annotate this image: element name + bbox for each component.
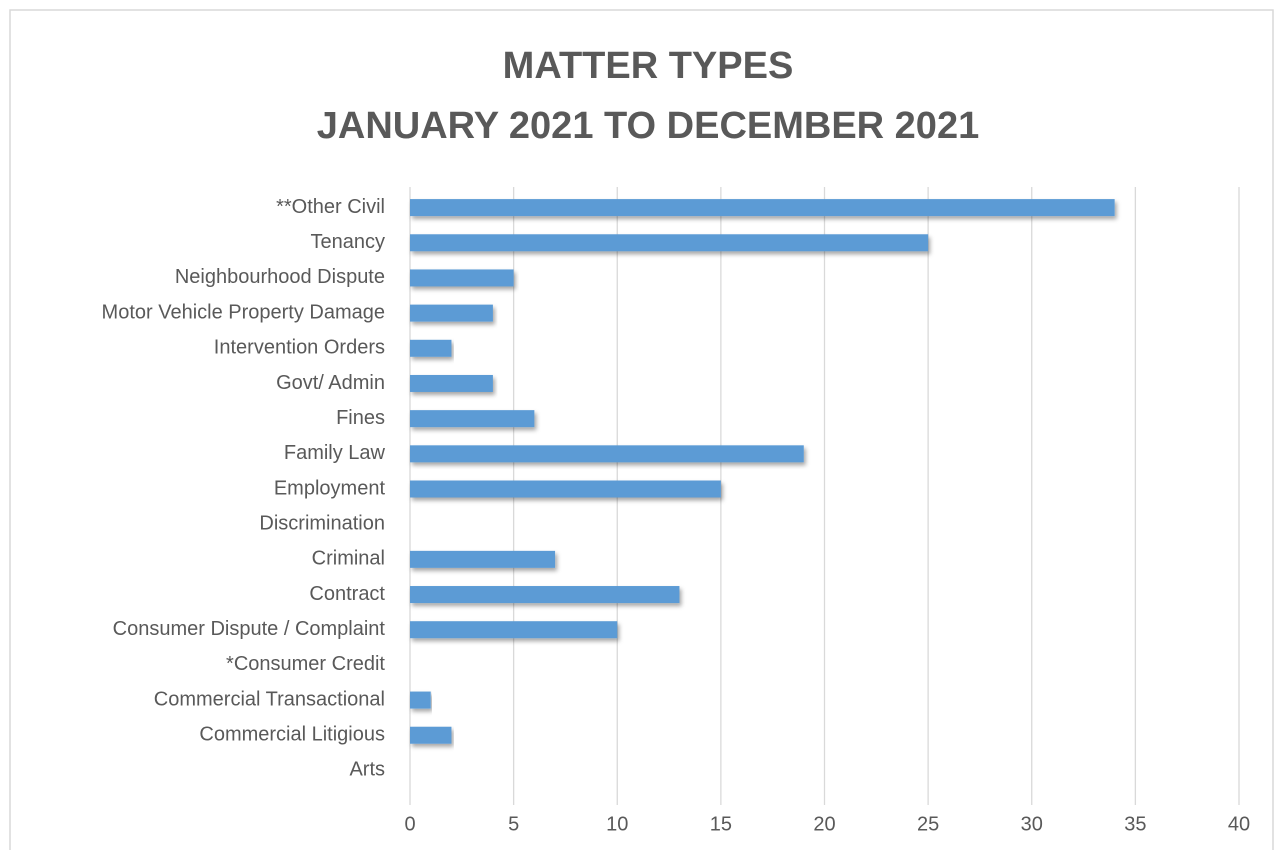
y-tick-label: Discrimination [259, 512, 385, 534]
bar [410, 199, 1115, 217]
x-tick-label: 35 [1124, 813, 1146, 835]
chart-subtitle: JANUARY 2021 TO DECEMBER 2021 [317, 105, 979, 147]
bar [410, 445, 804, 463]
x-tick-label: 15 [710, 813, 732, 835]
bar [410, 304, 493, 322]
chart-title: MATTER TYPES [503, 45, 794, 87]
y-tick-label: Family Law [284, 442, 386, 464]
x-tick-label: 10 [606, 813, 628, 835]
bar [410, 480, 721, 498]
x-tick-label: 25 [917, 813, 939, 835]
y-tick-label: *Consumer Credit [226, 653, 385, 675]
y-tick-label: Commercial Transactional [154, 688, 385, 710]
bar [410, 550, 556, 568]
bar [410, 691, 431, 709]
chart-border [9, 9, 1274, 850]
y-tick-label: Arts [349, 759, 385, 781]
x-tick-label: 20 [813, 813, 835, 835]
y-tick-label: Neighbourhood Dispute [175, 266, 385, 288]
bar [410, 410, 535, 428]
bar [410, 726, 452, 744]
y-tick-label: Intervention Orders [214, 337, 385, 359]
x-tick-label: 5 [508, 813, 519, 835]
y-tick-label: Employment [274, 477, 386, 499]
y-tick-label: **Other Civil [276, 196, 385, 218]
y-tick-label: Contract [309, 583, 385, 605]
y-tick-label: Fines [336, 407, 385, 429]
bar [410, 269, 514, 287]
bar [410, 621, 618, 639]
y-tick-label: Consumer Dispute / Complaint [113, 618, 386, 640]
bar [410, 339, 452, 357]
x-tick-label: 30 [1021, 813, 1043, 835]
x-tick-label: 0 [404, 813, 415, 835]
y-tick-label: Criminal [312, 548, 385, 570]
y-tick-label: Govt/ Admin [276, 372, 385, 394]
y-tick-label: Tenancy [311, 231, 386, 253]
y-tick-label: Motor Vehicle Property Damage [102, 301, 385, 323]
x-tick-label: 40 [1228, 813, 1250, 835]
bar [410, 374, 493, 392]
y-tick-label: Commercial Litigious [199, 724, 385, 746]
bar [410, 586, 680, 604]
bar [410, 234, 929, 252]
